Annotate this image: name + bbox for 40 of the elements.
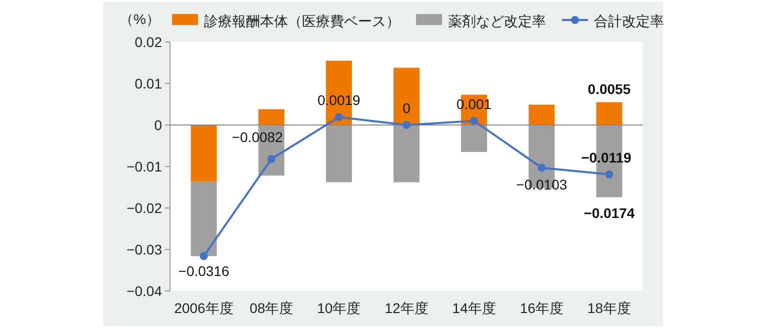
y-tick-label: 0.01 <box>134 76 162 92</box>
x-tick-label: 08年度 <box>250 300 294 316</box>
bar <box>596 102 622 125</box>
y-tick-label: 0.02 <box>134 34 162 50</box>
data-label: −0.0103 <box>516 176 568 193</box>
bar <box>394 68 420 125</box>
bar <box>326 125 352 182</box>
bar <box>190 181 217 256</box>
point <box>402 121 410 129</box>
bar <box>394 125 420 182</box>
data-label: −0.0082 <box>232 129 284 146</box>
data-label: 0 <box>402 100 411 116</box>
data-label: −0.0316 <box>178 263 230 280</box>
x-tick-label: 14年度 <box>452 300 496 316</box>
bar <box>528 104 555 125</box>
x-tick-label: 10年度 <box>317 300 361 316</box>
data-label: −0.0174 <box>584 205 635 222</box>
legend-label: 合計改定率 <box>594 13 664 29</box>
point <box>334 113 343 122</box>
x-tick-label: 18年度 <box>587 300 632 316</box>
y-tick-label: −0.03 <box>126 242 162 258</box>
y-tick-label: −0.02 <box>126 200 162 216</box>
bar <box>258 109 284 125</box>
bar <box>461 125 488 152</box>
x-tick-label: 12年度 <box>384 300 428 316</box>
legend-label: 診療報酬本体（医療費ベース） <box>204 13 400 29</box>
legend-label: 薬剤など改定率 <box>448 13 546 29</box>
point <box>200 252 208 260</box>
x-tick-label: 2006年度 <box>174 300 234 316</box>
y-tick-label: −0.01 <box>126 158 162 174</box>
point <box>267 155 276 164</box>
y-tick-label: −0.04 <box>126 283 162 299</box>
x-tick-label: 16年度 <box>520 300 564 316</box>
point <box>538 164 546 172</box>
y-tick-label: 0 <box>154 117 162 133</box>
point <box>470 116 478 125</box>
bar <box>190 125 217 182</box>
data-label: 0.0055 <box>588 81 631 98</box>
point <box>605 170 614 178</box>
y-axis-title: （%） <box>120 11 160 27</box>
